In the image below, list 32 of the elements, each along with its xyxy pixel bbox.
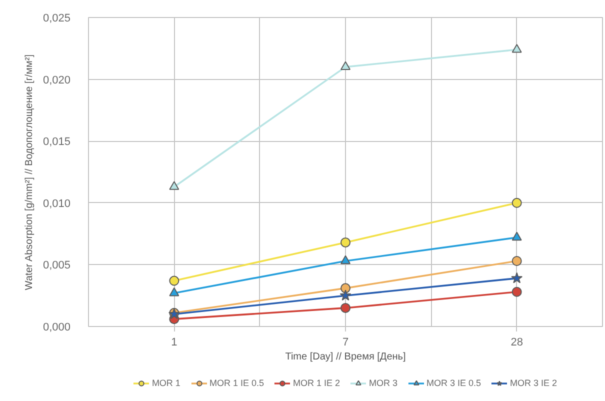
point (512, 256, 522, 266)
y-tick-label: 0,005 (42, 260, 71, 272)
point (511, 272, 523, 284)
legend-label: MOR 3 IE 2 (510, 378, 558, 388)
legend-label: MOR 1 (152, 378, 180, 388)
point (169, 287, 180, 296)
y-axis-title: Water Absorption [g/mm²] // Водопоглощение [г/мм²] (24, 54, 35, 290)
point (340, 290, 352, 301)
x-axis-title: Time [Day] // Время [День] (285, 352, 406, 362)
point (512, 44, 522, 53)
y-tick-label: 0,015 (42, 136, 71, 148)
y-tick-label: 0,000 (42, 322, 71, 334)
legend-label: MOR 1 IE 2 (292, 378, 340, 388)
legend-label: MOR 3 (369, 378, 398, 388)
legend-label: MOR 1 IE 0.5 (209, 378, 264, 388)
point (340, 237, 350, 248)
point (340, 283, 350, 294)
point (340, 255, 350, 264)
x-tick-label: 28 (510, 336, 523, 348)
legend-label: MOR 3 IE 0.5 (426, 378, 482, 388)
x-tick-label: 1 (171, 336, 178, 348)
point (512, 198, 522, 208)
point (340, 61, 350, 70)
point (169, 181, 180, 190)
point (169, 276, 180, 286)
point (512, 232, 522, 241)
point (340, 302, 350, 313)
y-tick-label: 0,010 (42, 198, 71, 210)
point (512, 286, 522, 297)
y-tick-label: 0,020 (42, 74, 71, 86)
y-tick-label: 0,025 (42, 12, 71, 24)
x-tick-label: 7 (342, 336, 349, 348)
